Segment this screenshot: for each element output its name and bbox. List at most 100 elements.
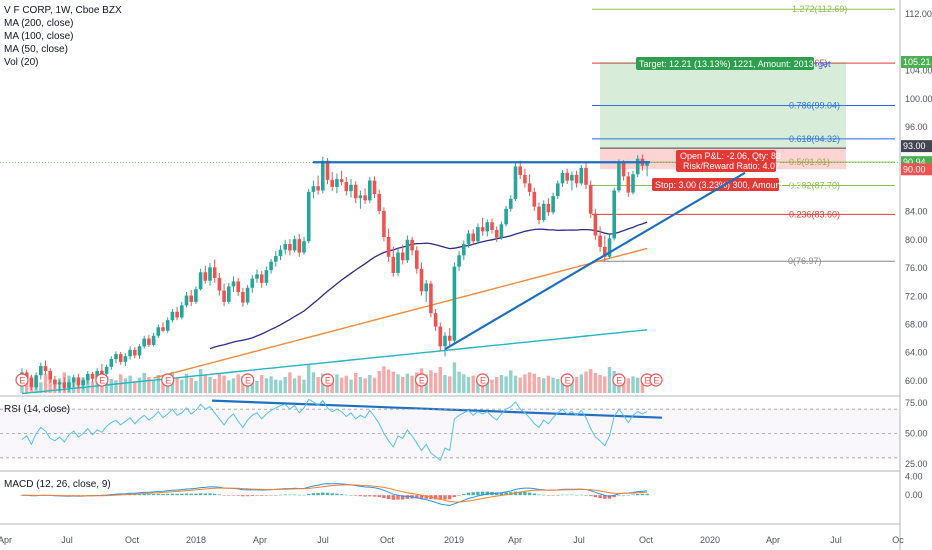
candle-body[interactable] (184, 295, 189, 306)
candle-body[interactable] (114, 354, 118, 360)
candle-body[interactable] (546, 203, 551, 213)
time-axis[interactable]: Apr Jul Oct 2018 Apr Jul Oct 2019 Apr Jul Oct 2020 A… (0, 535, 904, 545)
candle-body[interactable] (518, 166, 522, 175)
candle-body[interactable] (208, 267, 212, 281)
candle-body[interactable] (123, 356, 128, 362)
candle-body[interactable] (330, 179, 334, 187)
candle-body[interactable] (570, 174, 574, 181)
candle-body[interactable] (76, 377, 81, 386)
candle-body[interactable] (335, 179, 339, 187)
earnings-marker[interactable] (95, 373, 109, 387)
candle-body[interactable] (231, 281, 236, 287)
candle-body[interactable] (62, 382, 67, 388)
fib-retracement[interactable]: 1.272(112.69)1(105.05)0.786(99.04)0.618(… (592, 4, 895, 266)
candle-body[interactable] (363, 195, 367, 201)
candle-body[interactable] (118, 354, 123, 362)
candle-body[interactable] (499, 224, 504, 238)
candle-body[interactable] (584, 167, 588, 185)
candle-body[interactable] (541, 203, 546, 221)
candle-body[interactable] (410, 239, 414, 251)
candle-body[interactable] (29, 378, 34, 388)
candle-body[interactable] (386, 237, 391, 257)
candle-body[interactable] (128, 349, 132, 357)
legend-ma200[interactable]: MA (200, close) (4, 18, 74, 29)
macd-label[interactable]: MACD (12, 26, close, 9) (4, 479, 111, 490)
candle-body[interactable] (217, 277, 222, 291)
candle-body[interactable] (494, 229, 499, 238)
candle-body[interactable] (156, 327, 161, 336)
candle-body[interactable] (485, 222, 490, 232)
candle-body[interactable] (109, 359, 114, 367)
legend-ma100[interactable]: MA (100, close) (4, 31, 74, 42)
earnings-marker[interactable] (161, 373, 175, 387)
candle-body[interactable] (67, 382, 71, 388)
candle-body[interactable] (504, 208, 508, 225)
candle-body[interactable] (429, 283, 433, 314)
long-position-tool[interactable]: Target: 12.21 (13.13%) 1221, Amount: 201… (600, 57, 846, 191)
candle-body[interactable] (452, 266, 457, 341)
candle-body[interactable] (180, 305, 184, 318)
candle-body[interactable] (175, 311, 179, 318)
candle-body[interactable] (377, 193, 381, 211)
candle-body[interactable] (621, 162, 626, 177)
candle-body[interactable] (227, 286, 231, 302)
candle-body[interactable] (626, 176, 631, 193)
candle-body[interactable] (551, 196, 555, 213)
candle-body[interactable] (311, 186, 316, 192)
candle-body[interactable] (612, 190, 616, 239)
candle-body[interactable] (631, 174, 635, 193)
earnings-marker[interactable] (414, 373, 429, 387)
candle-body[interactable] (24, 372, 29, 379)
candle-body[interactable] (236, 281, 240, 293)
candle-body[interactable] (513, 166, 518, 199)
candle-body[interactable] (447, 335, 452, 341)
candle-body[interactable] (372, 180, 377, 194)
candle-body[interactable] (490, 222, 494, 230)
earnings-marker[interactable] (560, 373, 574, 387)
candle-body[interactable] (607, 238, 612, 257)
candle-body[interactable] (433, 313, 438, 327)
candle-body[interactable] (424, 283, 428, 292)
candle-body[interactable] (100, 371, 104, 374)
candle-body[interactable] (71, 377, 76, 383)
candle-body[interactable] (593, 213, 598, 236)
candle-body[interactable] (339, 179, 344, 182)
candle-body[interactable] (391, 256, 396, 273)
candle-body[interactable] (165, 320, 170, 331)
candle-body[interactable] (527, 183, 532, 192)
candle-body[interactable] (288, 244, 292, 251)
candle-body[interactable] (133, 349, 137, 356)
candle-body[interactable] (400, 252, 405, 261)
earnings-marker[interactable] (15, 373, 29, 387)
earnings-marker[interactable] (320, 373, 335, 387)
candle-body[interactable] (325, 160, 330, 180)
candle-body[interactable] (198, 272, 203, 290)
candle-body[interactable] (476, 227, 480, 242)
candle-body[interactable] (245, 287, 250, 303)
candle-body[interactable] (302, 241, 306, 253)
candle-body[interactable] (349, 184, 353, 192)
candle-body[interactable] (405, 239, 410, 261)
candle-body[interactable] (255, 274, 259, 279)
candle-body[interactable] (222, 290, 226, 302)
candle-body[interactable] (53, 379, 57, 385)
candle-body[interactable] (194, 289, 198, 302)
candle-body[interactable] (382, 210, 386, 237)
earnings-marker[interactable] (476, 373, 490, 387)
candle-body[interactable] (189, 295, 193, 302)
candle-body[interactable] (86, 373, 90, 381)
candle-body[interactable] (617, 162, 621, 191)
legend-ma50[interactable]: MA (50, close) (4, 44, 68, 55)
candle-body[interactable] (415, 250, 419, 269)
candle-body[interactable] (556, 183, 560, 197)
price-axis[interactable]: 112.00 104.00 100.00 96.00 84.00 80.00 76.00 72… (905, 9, 932, 500)
rsi-label[interactable]: RSI (14, close) (4, 404, 71, 415)
candle-body[interactable] (532, 191, 537, 207)
candle-body[interactable] (588, 184, 593, 214)
candle-body[interactable] (560, 172, 565, 184)
candle-body[interactable] (292, 239, 297, 251)
earnings-marker[interactable] (649, 373, 663, 387)
candle-body[interactable] (574, 174, 579, 184)
candle-body[interactable] (321, 160, 325, 191)
candle-body[interactable] (90, 373, 95, 379)
